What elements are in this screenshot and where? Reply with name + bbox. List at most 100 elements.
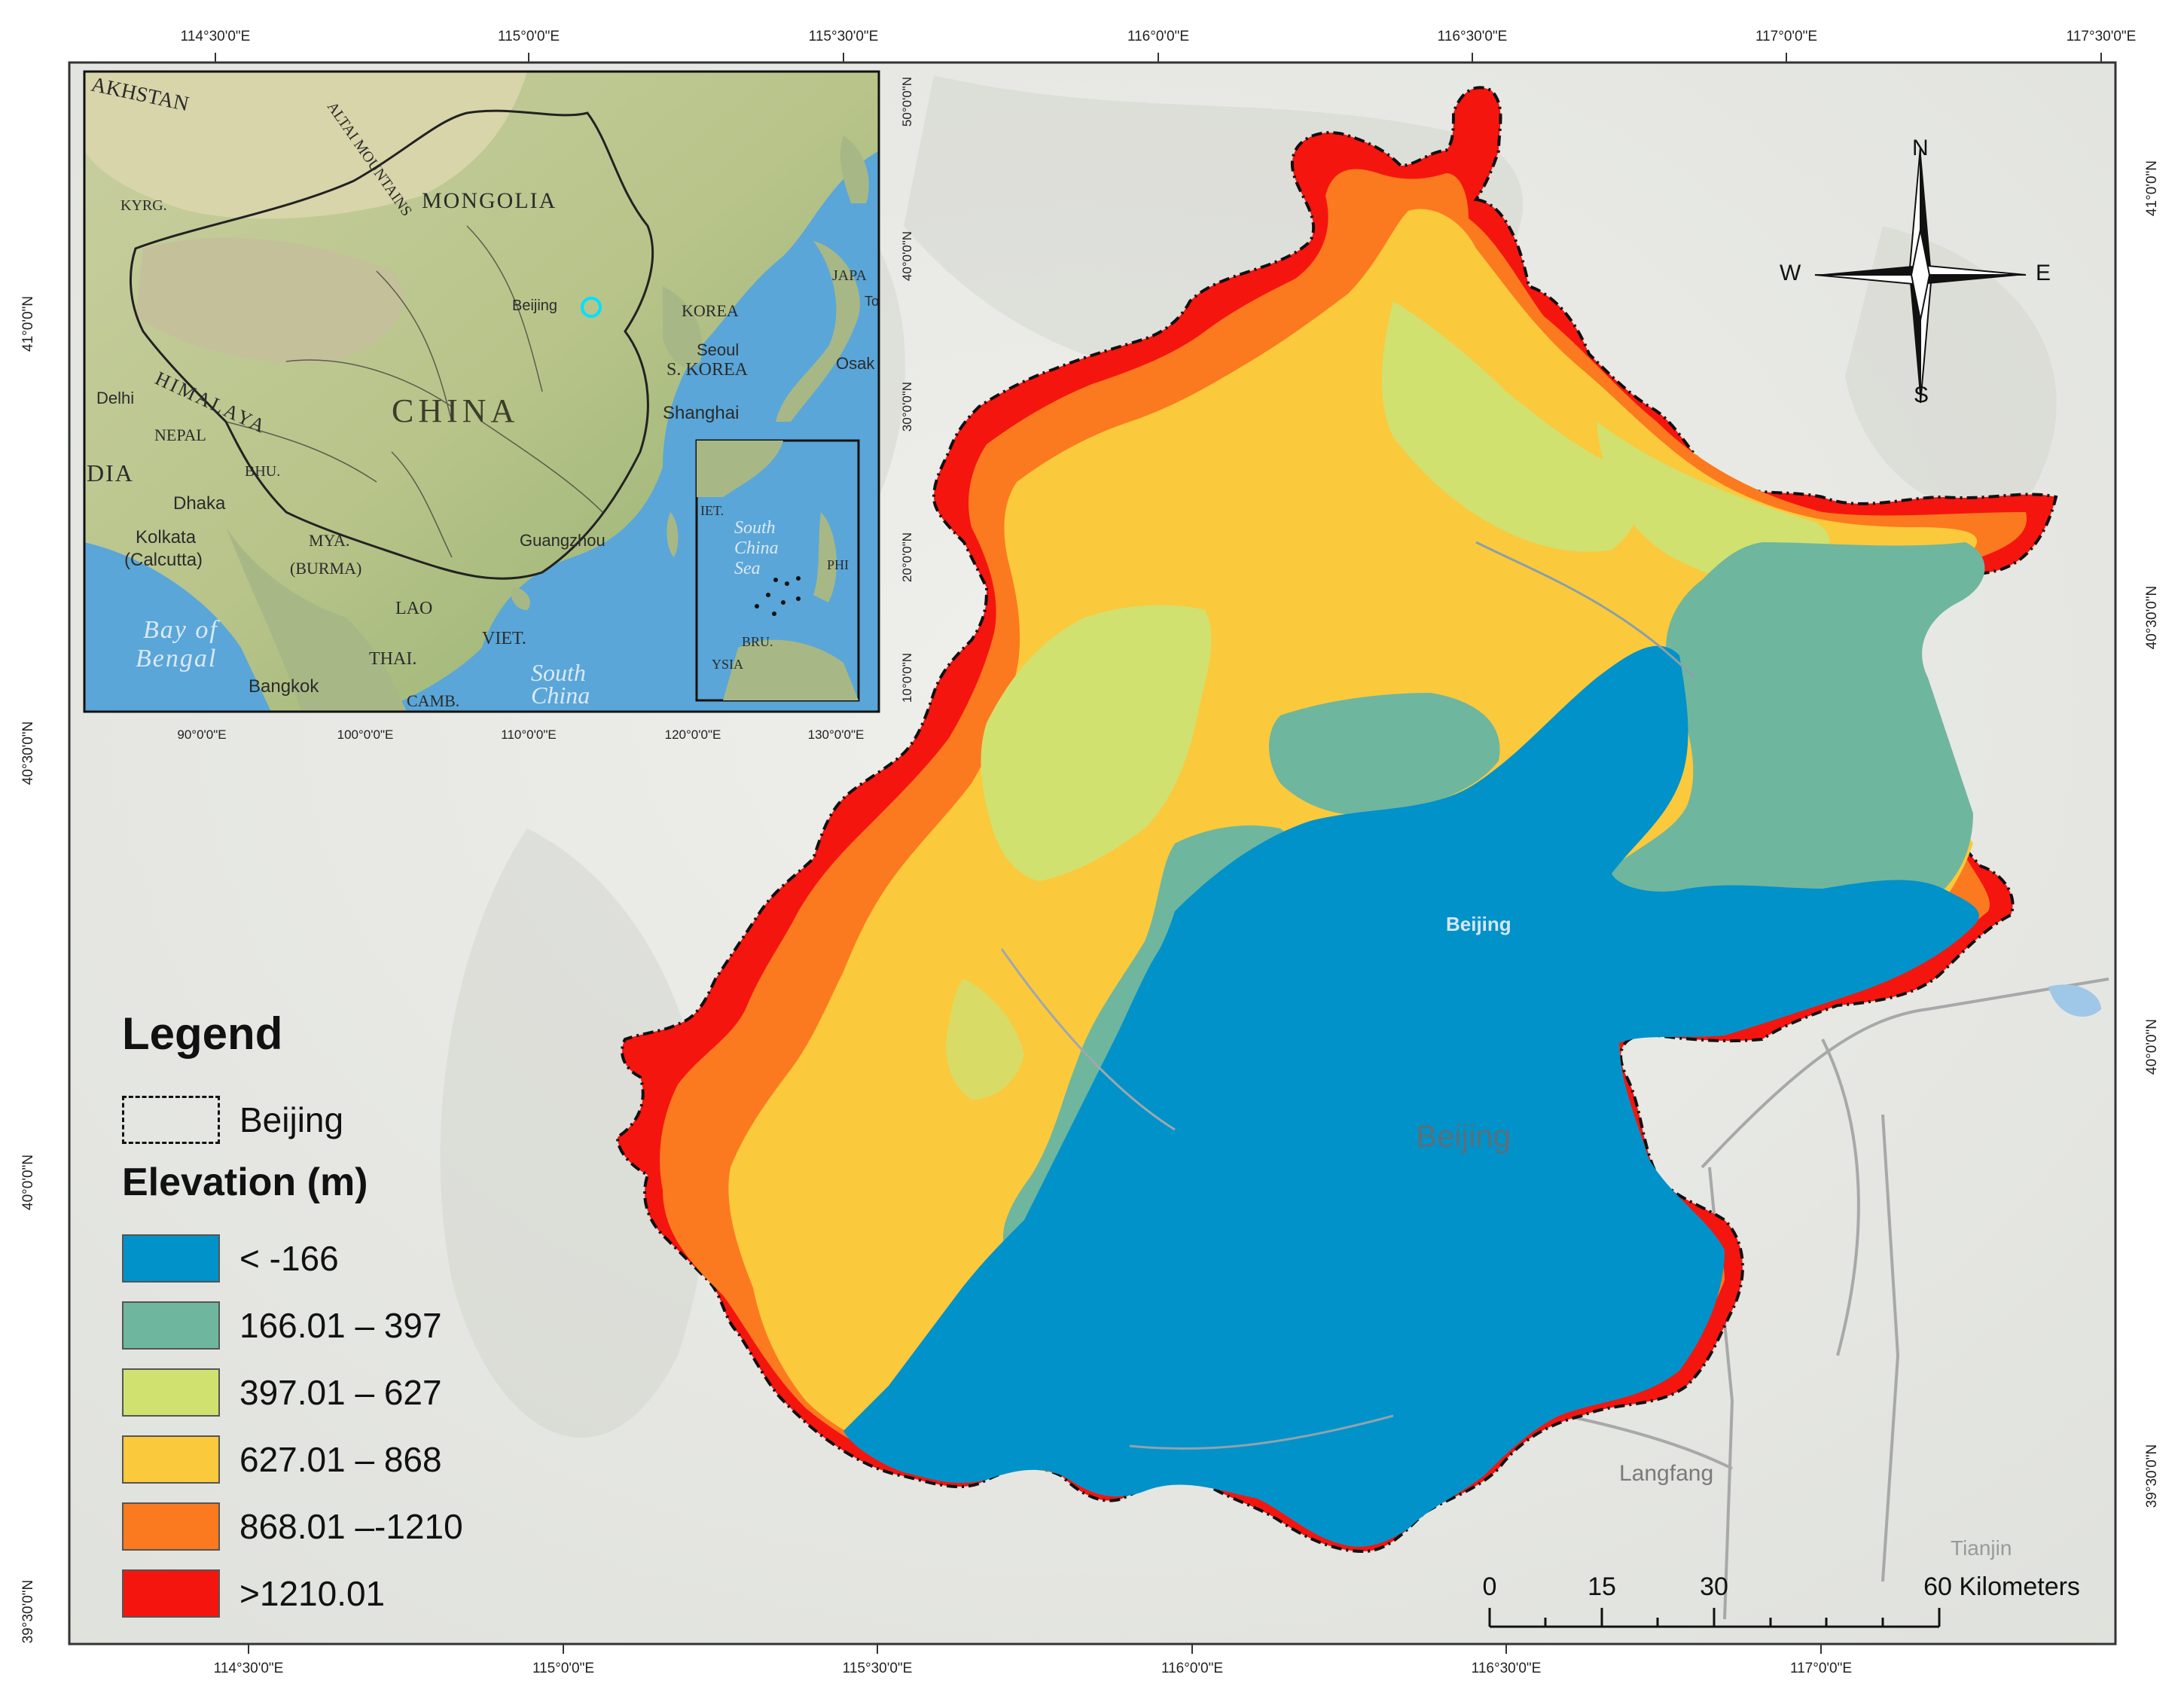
tick-bottom-2: 115°0'0"E [532, 1661, 595, 1676]
legend-class-row: 627.01 – 868 [122, 1433, 442, 1486]
inset-tick-bottom-4: 120°0'0"E [664, 727, 721, 742]
legend-class-label: 627.01 – 868 [239, 1440, 442, 1479]
inset-label-lao: LAO [395, 599, 433, 618]
legend-title: Legend [122, 1008, 283, 1059]
legend-class-label: < -166 [239, 1239, 339, 1278]
inset-tick-right-4: 20°0'0"N [900, 532, 914, 583]
inset-label-to: To [865, 294, 880, 309]
inset-label-sub-bru: BRU. [742, 634, 773, 649]
scale-label-30: 30 [1700, 1572, 1728, 1601]
inset-tick-right-2: 40°0'0"N [900, 230, 914, 282]
label-beijing-large: Beijing [1416, 1118, 1511, 1154]
inset-label-china: CHINA [392, 392, 520, 429]
inset-label-osaka: Osak [836, 354, 875, 373]
legend-elevation-title: Elevation (m) [122, 1161, 368, 1204]
inset-label-sub-ysia: YSIA [712, 657, 744, 672]
legend-class-label: 397.01 – 627 [239, 1373, 442, 1412]
compass-e: E [2036, 261, 2051, 285]
scale-label-15: 15 [1588, 1572, 1616, 1601]
inset-label-sub-phi: PHI [827, 557, 850, 572]
tick-left-1: 41°0'0"N [20, 296, 36, 352]
inset-label-mya: MYA. [309, 531, 350, 550]
scale-bar-graphic [1488, 1608, 1941, 1628]
inset-label-dia: DIA [87, 459, 134, 486]
label-tianjin: Tianjin [1951, 1536, 2012, 1560]
graticule-ticks [215, 53, 2102, 1654]
tick-right-3: 40°0'0"N [2144, 1019, 2160, 1075]
inset-label-sub-south: South [734, 518, 776, 538]
inset-tick-right-3: 30°0'0"N [900, 381, 914, 432]
inset-label-south-1: South [531, 659, 586, 686]
tick-top-6: 117°0'0"E [1755, 29, 1818, 44]
tick-bottom-1: 114°30'0"E [213, 1661, 284, 1676]
legend-boundary-label: Beijing [239, 1100, 344, 1139]
compass-s: S [1914, 383, 1929, 407]
inset-tick-right-1: 50°0'0"N [900, 76, 914, 127]
inset-tick-bottom-2: 100°0'0"E [337, 727, 394, 742]
tick-right-4: 39°30'0"N [2144, 1444, 2160, 1508]
inset-map [83, 70, 880, 713]
inset-label-sub-sea: Sea [734, 559, 761, 578]
legend-class-swatch [122, 1234, 220, 1283]
legend-class-row: 868.01 –-1210 [122, 1500, 463, 1553]
scale-label-0: 0 [1482, 1572, 1497, 1601]
map-neatline [68, 61, 2117, 1646]
legend-class-row: 166.01 – 397 [122, 1299, 442, 1352]
inset-label-sub-china: China [734, 538, 779, 558]
inset-label-sub-viet: IET. [700, 503, 724, 518]
inset-label-seoul: Seoul [697, 340, 740, 359]
inset-label-beijing: Beijing [512, 297, 558, 314]
tick-top-2: 115°0'0"E [497, 29, 560, 44]
compass-n: N [1912, 136, 1929, 160]
tick-bottom-3: 115°30'0"E [842, 1661, 913, 1676]
legend-class-swatch [122, 1569, 220, 1618]
inset-label-china-sea-1: China [531, 682, 590, 709]
legend-class-swatch [122, 1368, 220, 1417]
tick-right-2: 40°30'0"N [2144, 585, 2160, 650]
inset-label-s-korea: S. KOREA [666, 360, 749, 380]
inset-label-mongolia: MONGOLIA [422, 188, 557, 213]
tick-top-5: 116°30'0"E [1437, 29, 1508, 44]
legend-class-row: < -166 [122, 1232, 339, 1285]
legend-class-label: 166.01 – 397 [239, 1306, 442, 1345]
inset-label-guangzhou: Guangzhou [520, 531, 605, 550]
inset-label-shanghai: Shanghai [663, 403, 740, 423]
inset-label-kolkata: Kolkata [136, 527, 197, 547]
legend-class-row: 397.01 – 627 [122, 1366, 442, 1419]
lake [2048, 984, 2101, 1017]
inset-label-bay: Bay of [143, 616, 218, 644]
inset-label-burma: (BURMA) [290, 559, 362, 578]
boundary-swatch [122, 1096, 220, 1144]
tick-bottom-5: 116°30'0"E [1471, 1661, 1542, 1676]
tick-top-3: 115°30'0"E [808, 29, 879, 44]
inset-tick-bottom-3: 110°0'0"E [501, 727, 557, 742]
label-beijing-small: Beijing [1446, 913, 1511, 935]
legend-class-row: >1210.01 [122, 1567, 385, 1620]
inset-tick-bottom-1: 90°0'0"E [177, 727, 227, 742]
legend-boundary-row: Beijing [122, 1093, 343, 1146]
tick-left-4: 39°30'0"N [20, 1579, 36, 1644]
north-arrow-graphic [1814, 146, 2027, 404]
inset-label-kyrg: KYRG. [120, 197, 167, 214]
tick-top-4: 116°0'0"E [1127, 29, 1190, 44]
inset-label-korea: KOREA [682, 301, 739, 320]
legend-class-label: >1210.01 [239, 1574, 386, 1613]
tick-right-1: 41°0'0"N [2144, 160, 2160, 216]
inset-label-viet: VIET. [482, 629, 526, 648]
tick-top-1: 114°30'0"E [180, 29, 251, 44]
inset-tick-bottom-5: 130°0'0"E [807, 727, 865, 742]
compass-w: W [1780, 261, 1801, 285]
tick-bottom-4: 116°0'0"E [1161, 1661, 1224, 1676]
legend-class-swatch [122, 1435, 220, 1484]
inset-label-thai: THAI. [369, 649, 417, 669]
legend-class-swatch [122, 1502, 220, 1551]
scale-label-60: 60 Kilometers [1923, 1572, 2080, 1601]
tick-left-2: 40°30'0"N [20, 721, 36, 785]
inset-label-bhu: BHU. [245, 463, 281, 480]
inset-label-japan: JAPA [832, 267, 867, 284]
inset-label-bangkok: Bangkok [249, 676, 319, 697]
legend-class-label: 868.01 –-1210 [239, 1507, 463, 1546]
tick-left-3: 40°0'0"N [20, 1154, 36, 1210]
